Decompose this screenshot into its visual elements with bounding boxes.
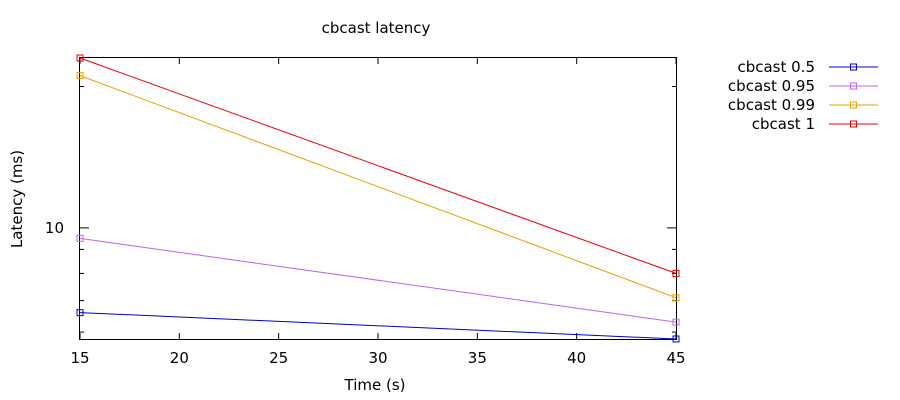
series-line [79, 57, 677, 274]
data-point [672, 294, 680, 302]
x-tick-label: 45 [666, 349, 685, 367]
series-line [79, 75, 677, 299]
legend-swatch-marker [850, 63, 857, 71]
y-axis-label: Latency (ms) [8, 150, 26, 248]
legend-swatch-marker [850, 120, 857, 128]
legend-label: cbcast 0.95 [728, 77, 815, 95]
data-point [76, 72, 84, 80]
series-line [79, 312, 677, 340]
x-tick-label: 20 [170, 349, 189, 367]
x-tick-label: 25 [269, 349, 288, 367]
y-axis-ticks: 10 [45, 86, 676, 333]
legend-label: cbcast 0.5 [737, 58, 815, 76]
x-tick-label: 30 [368, 349, 387, 367]
x-tick-label: 40 [567, 349, 586, 367]
x-axis-ticks: 15 20 25 30 35 40 45 [70, 58, 686, 367]
series-line [79, 237, 677, 323]
legend-swatch-marker [850, 101, 857, 109]
data-point [76, 309, 84, 317]
x-tick-label: 15 [70, 349, 89, 367]
data-point [672, 335, 680, 343]
chart-title: cbcast latency [322, 19, 431, 37]
data-point [672, 318, 680, 326]
y-tick-label: 10 [45, 219, 64, 237]
plot-frame [79, 57, 677, 340]
data-point [76, 54, 84, 62]
legend-label: cbcast 1 [752, 115, 815, 133]
data-point [76, 234, 84, 242]
x-axis-label: Time (s) [344, 376, 406, 394]
legend-label: cbcast 0.99 [728, 96, 815, 114]
series-group [76, 54, 680, 343]
data-point [672, 269, 680, 277]
x-tick-label: 35 [468, 349, 487, 367]
legend-swatch-marker [850, 82, 857, 90]
